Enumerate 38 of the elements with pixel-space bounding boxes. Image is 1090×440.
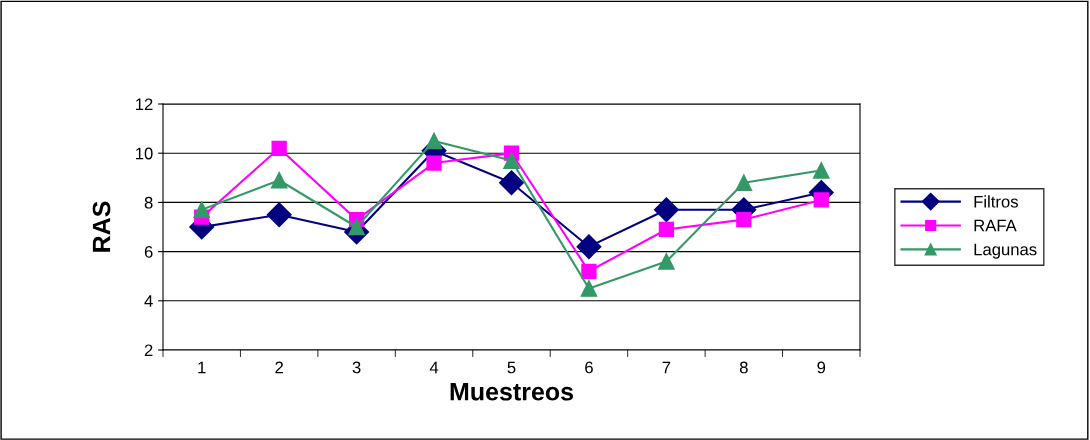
point <box>812 162 830 179</box>
x-tick-label: 8 <box>739 361 748 374</box>
y-tick-label: 10 <box>136 147 153 160</box>
y-tick-label: 12 <box>136 98 153 111</box>
y-tick-label: 8 <box>144 196 153 209</box>
point <box>813 192 829 208</box>
point <box>658 253 675 270</box>
point <box>193 201 211 219</box>
legend-label: Filtros <box>974 195 1018 208</box>
point <box>270 171 288 189</box>
point <box>735 174 753 192</box>
point <box>503 152 520 169</box>
point <box>266 202 292 228</box>
point <box>658 221 675 238</box>
x-tick-label: 3 <box>352 361 361 374</box>
x-tick-label: 6 <box>585 361 593 374</box>
y-tick-label: 4 <box>144 295 153 307</box>
point <box>581 263 597 279</box>
point <box>576 234 602 260</box>
point <box>426 155 442 171</box>
x-tick-label: 7 <box>662 361 671 374</box>
y-tick-label: 2 <box>144 344 153 357</box>
x-tick-label: 9 <box>817 361 826 374</box>
point <box>499 170 524 196</box>
point <box>425 132 443 150</box>
legend-label: Lagunas <box>974 243 1037 259</box>
point <box>653 197 679 223</box>
y-axis-title: RAS <box>92 201 111 252</box>
x-tick-label: 5 <box>507 361 516 374</box>
point <box>736 211 752 228</box>
y-tick-label: 6 <box>144 246 153 258</box>
point <box>271 140 287 156</box>
x-tick-label: 1 <box>198 361 206 374</box>
x-axis-title: Muestreos <box>450 383 573 401</box>
x-tick-label: 2 <box>275 361 283 374</box>
x-tick-label: 4 <box>429 361 439 374</box>
point <box>580 280 598 297</box>
legend-label: RAFA <box>974 219 1017 232</box>
